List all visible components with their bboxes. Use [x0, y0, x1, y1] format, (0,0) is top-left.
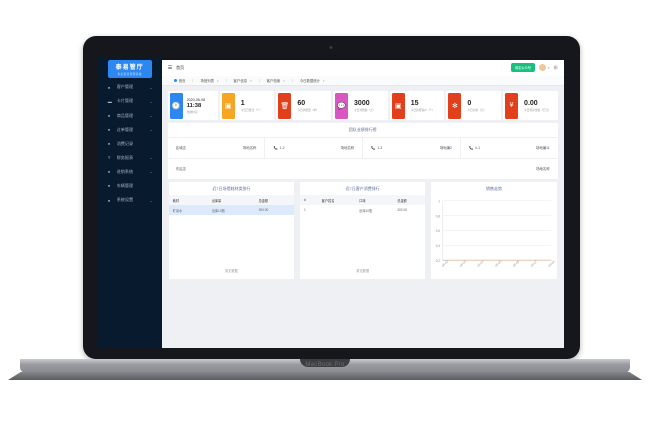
svg-text:0.8: 0.8	[436, 215, 440, 219]
svg-text:0.6: 0.6	[436, 229, 440, 233]
svg-text:0.4: 0.4	[436, 244, 440, 248]
svg-text:0.2: 0.2	[436, 259, 440, 263]
svg-text:1: 1	[439, 200, 441, 204]
